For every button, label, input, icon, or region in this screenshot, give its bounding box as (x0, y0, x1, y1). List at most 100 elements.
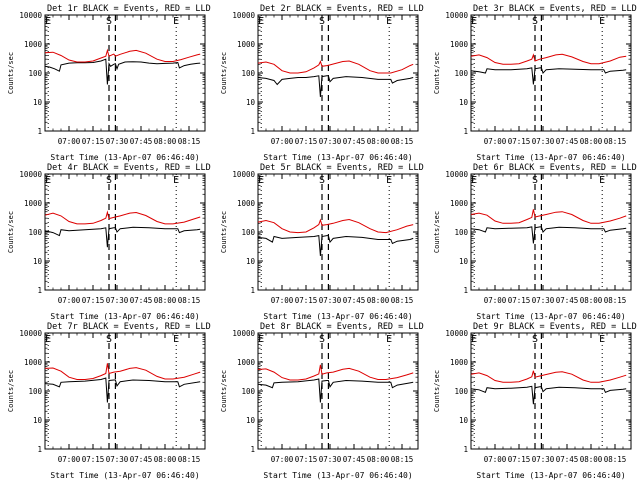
y-tick-label: 1 (250, 286, 255, 295)
y-tick-label: 100 (28, 228, 42, 237)
event-marker-label: S (532, 334, 538, 345)
y-tick-label: 10000 (445, 11, 468, 20)
x-axis-label: Start Time (13-Apr-07 06:46:40) (263, 153, 412, 162)
event-marker-label: S (319, 175, 325, 186)
y-tick-label: 10 (246, 416, 256, 425)
series-line-lld (44, 48, 201, 63)
chart-panel: Det 1r BLACK = Events, RED = LLD Start Ti… (7, 4, 211, 162)
x-tick-label: 07:15 (295, 137, 318, 146)
series-line-events (257, 378, 414, 403)
y-tick-label: 10000 (19, 329, 42, 338)
x-tick-label: 08:15 (604, 296, 627, 305)
chart-title: Det 9r BLACK = Events, RED = LLD (473, 322, 637, 332)
y-tick-label: 1 (463, 286, 468, 295)
plot-frame (44, 14, 206, 132)
x-tick-label: 07:45 (343, 455, 366, 464)
x-tick-label: 07:15 (508, 455, 531, 464)
chart-title: Det 8r BLACK = Events, RED = LLD (260, 322, 424, 332)
chart-panel: Det 7r BLACK = Events, RED = LLD Start Ti… (7, 322, 211, 480)
series-line-lld (470, 209, 627, 224)
series-line-events (257, 235, 414, 256)
y-tick-label: 1 (37, 127, 42, 136)
x-tick-label: 07:30 (106, 137, 129, 146)
plot-frame (470, 14, 632, 132)
event-marker-label: E (471, 16, 477, 27)
x-tick-label: 08:15 (604, 137, 627, 146)
y-axis-label: Counts/sec (220, 52, 228, 94)
series-line-events (470, 226, 627, 244)
y-axis-label: Counts/sec (433, 52, 441, 94)
y-tick-label: 1 (37, 286, 42, 295)
event-marker-label: E (45, 334, 51, 345)
y-tick-label: 1 (37, 445, 42, 454)
chart-panel: Det 6r BLACK = Events, RED = LLD Start Ti… (433, 163, 637, 321)
x-axis-label: Start Time (13-Apr-07 06:46:40) (263, 471, 412, 480)
x-tick-label: 07:15 (295, 296, 318, 305)
event-marker-label: S (319, 16, 325, 27)
x-tick-label: 07:45 (343, 137, 366, 146)
y-tick-label: 1000 (237, 40, 256, 49)
event-marker-label: S (106, 175, 112, 186)
event-marker-label: E (258, 334, 264, 345)
x-axis-label: Start Time (13-Apr-07 06:46:40) (50, 471, 199, 480)
y-axis-label: Counts/sec (7, 52, 15, 94)
chart-panel: Det 2r BLACK = Events, RED = LLD Start Ti… (220, 4, 424, 162)
event-marker-label: E (173, 16, 179, 27)
x-tick-label: 07:30 (532, 455, 555, 464)
x-tick-label: 08:00 (580, 455, 603, 464)
y-tick-label: 10 (33, 98, 43, 107)
chart-panel: Det 4r BLACK = Events, RED = LLD Start Ti… (7, 163, 211, 321)
x-tick-label: 07:30 (532, 296, 555, 305)
x-tick-label: 07:00 (484, 455, 507, 464)
plot-frame (470, 332, 632, 450)
x-tick-label: 07:15 (82, 296, 105, 305)
x-tick-label: 08:15 (391, 137, 414, 146)
series-line-events (44, 226, 201, 248)
x-axis-label: Start Time (13-Apr-07 06:46:40) (263, 312, 412, 321)
event-marker-label: E (471, 334, 477, 345)
chart-panel: Det 3r BLACK = Events, RED = LLD Start Ti… (433, 4, 637, 162)
series-line-lld (257, 218, 414, 234)
chart-title: Det 3r BLACK = Events, RED = LLD (473, 4, 637, 14)
chart-panel: Det 5r BLACK = Events, RED = LLD Start Ti… (220, 163, 424, 321)
chart-panel: Det 9r BLACK = Events, RED = LLD Start Ti… (433, 322, 637, 480)
y-tick-label: 100 (454, 228, 468, 237)
y-axis-label: Counts/sec (7, 211, 15, 253)
x-tick-label: 07:30 (319, 455, 342, 464)
chart-title: Det 6r BLACK = Events, RED = LLD (473, 163, 637, 173)
event-marker-label: E (45, 175, 51, 186)
y-tick-label: 10000 (232, 11, 255, 20)
y-tick-label: 1000 (450, 199, 469, 208)
x-tick-label: 07:00 (484, 137, 507, 146)
event-marker-label: E (173, 175, 179, 186)
event-marker-label: S (106, 16, 112, 27)
y-tick-label: 1000 (24, 40, 43, 49)
event-marker-label: E (599, 16, 605, 27)
y-tick-label: 1 (250, 445, 255, 454)
x-axis-label: Start Time (13-Apr-07 06:46:40) (476, 153, 625, 162)
y-tick-label: 100 (241, 387, 255, 396)
x-tick-label: 07:30 (106, 455, 129, 464)
x-tick-label: 07:45 (130, 455, 153, 464)
chart-panel: Det 8r BLACK = Events, RED = LLD Start Ti… (220, 322, 424, 480)
plot-frame (257, 14, 419, 132)
x-tick-label: 07:30 (532, 137, 555, 146)
y-tick-label: 100 (454, 387, 468, 396)
chart-title: Det 2r BLACK = Events, RED = LLD (260, 4, 424, 14)
y-tick-label: 10 (459, 416, 469, 425)
x-tick-label: 07:00 (58, 137, 81, 146)
chart-title: Det 7r BLACK = Events, RED = LLD (47, 322, 211, 332)
y-tick-label: 10000 (19, 170, 42, 179)
event-marker-label: E (386, 16, 392, 27)
y-axis-label: Counts/sec (220, 211, 228, 253)
series-line-lld (257, 60, 414, 74)
series-line-lld (44, 363, 201, 380)
event-marker-label: E (471, 175, 477, 186)
event-marker-label: E (258, 16, 264, 27)
y-tick-label: 1000 (237, 358, 256, 367)
y-tick-label: 10000 (445, 329, 468, 338)
event-marker-label: S (319, 334, 325, 345)
event-marker-label: E (386, 175, 392, 186)
x-tick-label: 08:15 (391, 455, 414, 464)
